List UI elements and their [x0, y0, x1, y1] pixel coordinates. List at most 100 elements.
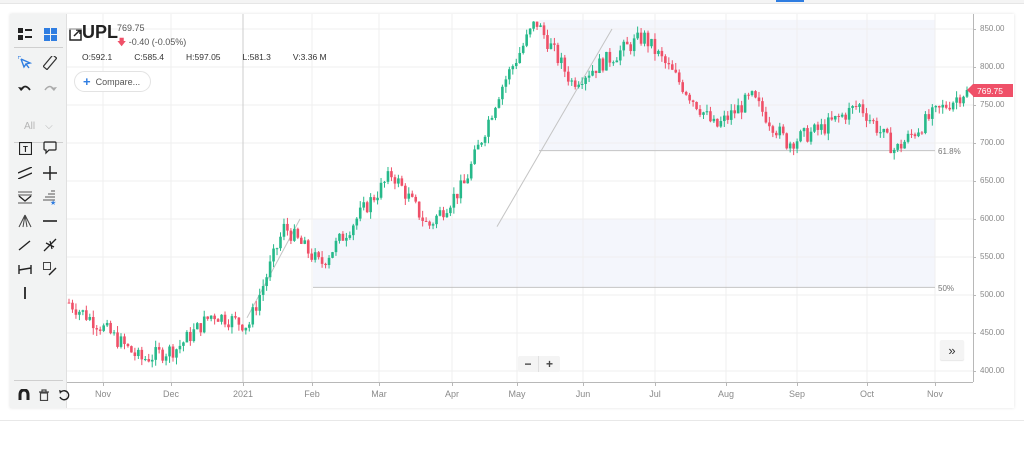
note-tool-icon[interactable] — [42, 261, 58, 277]
price-axis[interactable]: 850.00 800.00 750.00 700.00 650.00 600.00 550.… — [973, 14, 1014, 382]
y-tick — [973, 29, 976, 30]
low-value: L:581.3 — [242, 52, 271, 62]
y-tick — [973, 257, 976, 258]
x-tick — [312, 382, 313, 386]
fib-label-61-8: 61.8% — [938, 147, 961, 156]
x-tick — [726, 382, 727, 386]
y-tick — [973, 105, 976, 106]
x-axis-label: Nov — [94, 389, 112, 399]
parallel-lines-icon[interactable] — [17, 165, 33, 181]
volume-value: V:3.36 M — [292, 52, 327, 62]
y-axis-label: 650.00 — [980, 176, 1005, 185]
x-axis-label: Feb — [304, 389, 320, 399]
close-value: C:585.4 — [134, 52, 165, 62]
y-tick — [973, 143, 976, 144]
last-price-tag: 769.75 — [967, 84, 1013, 97]
horizontal-line-icon[interactable] — [42, 213, 58, 229]
x-axis-label: Mar — [371, 389, 387, 399]
price-chart[interactable] — [67, 14, 973, 382]
plus-icon: + — [83, 74, 91, 89]
y-tick — [973, 371, 976, 372]
zoom-out-button[interactable]: − — [518, 356, 539, 372]
y-axis-label: 700.00 — [980, 138, 1005, 147]
y-axis-label: 400.00 — [980, 366, 1005, 375]
x-tick — [797, 382, 798, 386]
y-tick — [973, 67, 976, 68]
y-axis-label: 500.00 — [980, 290, 1005, 299]
zoom-in-button[interactable]: + — [545, 357, 553, 371]
time-axis[interactable]: Nov Dec 2021 Feb Mar Apr May Jun Jul Aug Sep Oct Nov — [67, 382, 973, 408]
last-price: 769.75 — [117, 23, 145, 33]
x-axis-label: May — [508, 389, 526, 399]
drawing-toolbar: All ⌵ T ★ — [10, 14, 82, 408]
reset-icon[interactable] — [56, 387, 72, 403]
fib-retracement-icon[interactable] — [17, 189, 33, 205]
vertical-line-icon[interactable] — [17, 285, 33, 301]
magnet-icon[interactable] — [16, 387, 32, 403]
x-tick — [452, 382, 453, 386]
ruler-icon[interactable] — [42, 55, 58, 71]
x-axis-label: Dec — [162, 389, 180, 399]
y-tick — [973, 181, 976, 182]
change-value: -0.40 (-0.05%) — [128, 37, 187, 47]
page-divider — [0, 420, 1024, 421]
layout-list-icon[interactable] — [17, 26, 33, 42]
fib-fan-icon[interactable] — [42, 237, 58, 253]
y-axis-label: 750.00 — [980, 100, 1005, 109]
date-range-icon[interactable] — [17, 261, 33, 277]
x-tick — [379, 382, 380, 386]
x-tick — [583, 382, 584, 386]
x-tick — [935, 382, 936, 386]
candlestick-plot — [67, 14, 973, 382]
open-value: O:592.1 — [82, 52, 113, 62]
ohlc-values: O:592.1 C:585.4 H:597.05 L:581.3 V:3.36 … — [82, 52, 349, 62]
zoom-controls: − + — [518, 356, 560, 372]
text-tool-icon[interactable]: T — [17, 140, 33, 156]
x-tick — [655, 382, 656, 386]
crosshair-icon[interactable] — [42, 165, 58, 181]
cursor-select-icon[interactable] — [17, 55, 33, 71]
pitchfork-icon[interactable] — [17, 213, 33, 229]
x-tick — [867, 382, 868, 386]
compare-label: Compare... — [95, 76, 141, 87]
x-axis-label: 2021 — [232, 389, 254, 399]
x-axis-label: Aug — [717, 389, 735, 399]
x-tick — [243, 382, 244, 386]
trash-icon[interactable] — [36, 387, 52, 403]
x-axis-label: Sep — [788, 389, 806, 399]
x-axis-label: Apr — [444, 389, 460, 399]
svg-text:★: ★ — [50, 199, 56, 205]
y-axis-label: 600.00 — [980, 214, 1005, 223]
y-axis-label: 850.00 — [980, 24, 1005, 33]
price-change: 🡇 -0.40 (-0.05%) — [117, 35, 186, 51]
undo-icon[interactable] — [17, 80, 33, 96]
drawing-filter-select[interactable]: All ⌵ — [24, 121, 53, 132]
x-axis-label: Oct — [859, 389, 875, 399]
compare-button[interactable]: + Compare... — [74, 71, 151, 92]
callout-icon[interactable] — [42, 140, 58, 156]
x-axis-label: Jun — [575, 389, 591, 399]
scroll-to-latest-button[interactable]: » — [940, 340, 964, 360]
filter-label: All — [24, 121, 36, 132]
y-axis-label: 800.00 — [980, 62, 1005, 71]
y-tick — [973, 333, 976, 334]
svg-text:T: T — [23, 145, 28, 154]
redo-icon[interactable] — [42, 80, 58, 96]
y-axis-label: 450.00 — [980, 328, 1005, 337]
x-tick — [103, 382, 104, 386]
x-tick — [171, 382, 172, 386]
y-tick — [973, 295, 976, 296]
grid-layout-icon[interactable] — [42, 26, 58, 42]
trend-line-icon[interactable] — [17, 237, 33, 253]
down-arrow-icon: 🡇 — [117, 37, 127, 47]
y-tick — [973, 219, 976, 220]
fib-label-50: 50% — [938, 284, 955, 293]
x-axis-label: Jul — [649, 389, 661, 399]
x-tick — [517, 382, 518, 386]
fib-levels-starred-icon[interactable]: ★ — [42, 189, 58, 205]
active-tab-indicator — [776, 0, 804, 2]
high-value: H:597.05 — [186, 52, 221, 62]
symbol-name: UPL — [82, 22, 118, 42]
y-axis-label: 550.00 — [980, 252, 1005, 261]
top-strip — [0, 0, 1024, 4]
